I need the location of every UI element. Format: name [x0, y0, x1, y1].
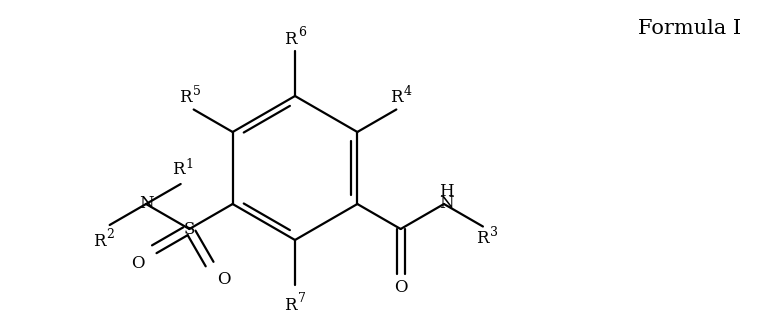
Text: 3: 3: [490, 226, 498, 239]
Text: R: R: [93, 233, 106, 249]
Text: R: R: [179, 89, 192, 106]
Text: R: R: [476, 230, 489, 247]
Text: R: R: [285, 30, 297, 48]
Text: O: O: [132, 255, 145, 272]
Text: R: R: [172, 161, 185, 179]
Text: H: H: [438, 182, 453, 200]
Text: 5: 5: [193, 85, 201, 98]
Text: O: O: [217, 272, 231, 288]
Text: R: R: [390, 89, 402, 106]
Text: N: N: [139, 195, 154, 213]
Text: 7: 7: [298, 293, 306, 306]
Text: 1: 1: [185, 157, 194, 170]
Text: N: N: [438, 195, 453, 213]
Text: 4: 4: [403, 85, 411, 98]
Text: S: S: [184, 221, 195, 237]
Text: Formula I: Formula I: [638, 18, 742, 38]
Text: 6: 6: [298, 27, 306, 40]
Text: R: R: [285, 296, 297, 314]
Text: 2: 2: [107, 228, 114, 241]
Text: O: O: [394, 280, 407, 296]
